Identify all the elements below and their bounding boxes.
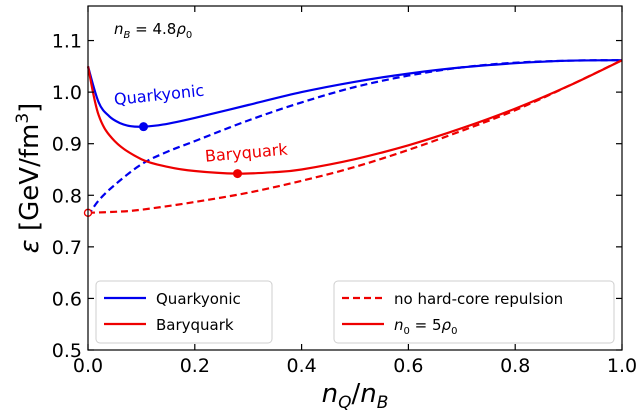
series-line-0 [86,59,623,128]
y-tick-label-4: 0.9 [52,134,82,156]
x-tick-label-2: 0.4 [286,355,316,377]
minimum-marker-1 [233,169,243,179]
legend-right-label-0: no hard-core repulsion [394,290,563,308]
axis-ticks: 0.0 0.2 0.4 0.6 0.8 1.0 0.5 0.6 0.7 0.8 0.9 1.0 1.1 [52,6,637,377]
plot-frame [87,5,623,351]
y-tick-label-5: 1.0 [52,82,82,104]
y-tick-label-1: 0.6 [52,288,82,310]
series-markers: Quarkyonic Baryquark [83,81,289,218]
legend-right-box [333,280,615,344]
legend-left-box [95,280,273,344]
x-tick-label-0: 0.0 [73,355,103,377]
minimum-marker-0 [139,122,149,132]
curve-label-1: Baryquark [204,140,289,166]
x-axis-label: nQ/nB [322,379,389,413]
x-tick-label-1: 0.2 [180,355,210,377]
legend-left: Quarkyonic Baryquark [95,280,273,344]
legend-left-label-0: Quarkyonic [156,290,241,308]
series-lines [86,59,623,217]
corner-annotation: nB = 4.8ρ0 [114,20,192,41]
series-line-2 [86,59,623,175]
y-axis-label: ε [GeV/fm3] [13,103,45,254]
series-line-3 [87,59,623,214]
x-tick-label-3: 0.6 [393,355,423,377]
x-tick-label-5: 1.0 [607,355,637,377]
legend-left-label-1: Baryquark [156,316,234,334]
curve-label-0: Quarkyonic [113,81,205,109]
y-tick-label-2: 0.7 [52,237,82,259]
x-tick-label-4: 0.8 [500,355,530,377]
y-tick-label-3: 0.8 [52,185,82,207]
y-tick-label-0: 0.5 [52,340,82,362]
y-tick-label-6: 1.1 [52,31,82,53]
legend-right: no hard-core repulsion n0 = 5ρ0 [333,280,615,344]
legend-right-label-1: n0 = 5ρ0 [394,316,457,337]
